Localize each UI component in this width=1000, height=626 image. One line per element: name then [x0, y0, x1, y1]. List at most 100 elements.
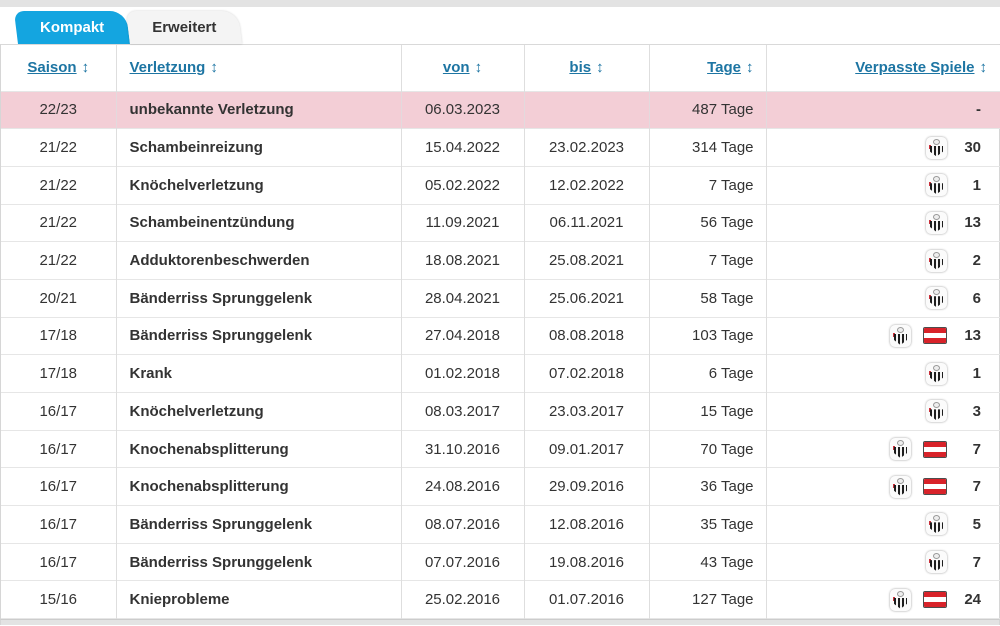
tab-kompakt[interactable]: Kompakt: [13, 11, 131, 44]
sort-icon: ↕: [474, 59, 483, 77]
austria-flag-icon: [923, 478, 947, 496]
sort-verletzung-link[interactable]: Verletzung ↕: [129, 59, 218, 77]
sort-icon: ↕: [596, 59, 604, 77]
injury-cell: Schambeinentzündung: [115, 204, 401, 242]
table-row: 22/23 unbekannte Verletzung 06.03.2023 487 …: [1, 91, 1000, 129]
table-header-row: Saison ↕ Verletzung ↕ von ↕ bis ↕ Tage ↕ Verp…: [1, 45, 1000, 91]
table-row: 16/17 Knochenabsplitterung 31.10.2016 09.01…: [1, 430, 1000, 468]
missed-games-count: 30: [964, 139, 981, 157]
from-date-cell: 07.07.2016: [400, 543, 524, 581]
days-cell: 314 Tage: [648, 128, 766, 167]
sort-saison-link[interactable]: Saison ↕: [27, 59, 90, 77]
days-cell: 103 Tage: [648, 317, 766, 355]
club-crest-icon: [926, 513, 947, 536]
injury-cell: Bänderriss Sprunggelenk: [115, 543, 401, 581]
days-cell: 43 Tage: [648, 543, 766, 581]
season-cell: 16/17: [39, 515, 78, 533]
missed-games-count: 2: [972, 252, 981, 270]
table-row: 20/21 Bänderriss Sprunggelenk 28.04.2021 25…: [1, 279, 1000, 318]
tab-erweitert-label: Erweitert: [152, 19, 217, 36]
missed-games-cell: 5: [765, 505, 1000, 544]
missed-games-count: 1: [972, 176, 981, 194]
to-date-cell: 01.07.2016: [523, 580, 649, 619]
missed-games-count: 5: [972, 515, 981, 533]
from-date-cell: 18.08.2021: [400, 241, 524, 280]
missed-games-count: 24: [964, 591, 981, 609]
missed-games-cell: 7: [765, 430, 1000, 468]
injury-cell: Schambeinreizung: [115, 128, 401, 167]
table-row: 21/22 Knöchelverletzung 05.02.2022 12.02.20…: [1, 166, 1000, 205]
days-cell: 36 Tage: [648, 467, 766, 506]
to-date-cell: 08.08.2018: [523, 317, 649, 355]
injury-cell: Knochenabsplitterung: [115, 467, 401, 506]
missed-games-count: 3: [972, 402, 981, 420]
from-date-cell: 25.02.2016: [400, 580, 524, 619]
sort-verpasste-spiele-link[interactable]: Verpasste Spiele ↕: [855, 59, 988, 77]
sort-tage-link[interactable]: Tage ↕: [707, 59, 754, 77]
table-row: 21/22 Adduktorenbeschwerden 18.08.2021 25.0…: [1, 241, 1000, 280]
season-cell: 22/23: [39, 101, 78, 119]
from-date-cell: 05.02.2022: [400, 166, 524, 205]
to-date-cell: 06.11.2021: [523, 204, 649, 242]
table-row: 17/18 Bänderriss Sprunggelenk 27.04.2018 08…: [1, 317, 1000, 355]
season-cell: 15/16: [39, 591, 78, 609]
sort-bis-link[interactable]: bis ↕: [569, 59, 604, 77]
club-crest-icon: [926, 287, 947, 310]
from-date-cell: 06.03.2023: [400, 91, 524, 129]
missed-games-count: -: [976, 101, 981, 119]
to-date-cell: 12.02.2022: [523, 166, 649, 205]
from-date-cell: 24.08.2016: [400, 467, 524, 506]
club-crest-icon: [926, 136, 947, 159]
missed-games-cell: 7: [765, 543, 1000, 581]
sort-icon: ↕: [979, 59, 988, 77]
injury-table: Saison ↕ Verletzung ↕ von ↕ bis ↕ Tage ↕ Verp…: [1, 45, 1000, 619]
footer-strip: [0, 619, 1000, 626]
days-cell: 6 Tage: [648, 354, 766, 393]
missed-games-count: 7: [972, 553, 981, 571]
view-tabs: Kompakt Erweitert: [0, 7, 1000, 44]
season-cell: 21/22: [39, 176, 78, 194]
injury-cell: Knöchelverletzung: [115, 166, 401, 205]
club-crest-icon: [926, 211, 947, 234]
table-row: 16/17 Knochenabsplitterung 24.08.2016 29.09…: [1, 467, 1000, 506]
from-date-cell: 11.09.2021: [400, 204, 524, 242]
sort-von-link[interactable]: von ↕: [442, 59, 483, 77]
season-cell: 16/17: [39, 553, 78, 571]
days-cell: 15 Tage: [648, 392, 766, 431]
tab-erweitert[interactable]: Erweitert: [126, 11, 243, 44]
injury-cell: Adduktorenbeschwerden: [115, 241, 401, 280]
club-crest-icon: [890, 475, 911, 498]
injury-cell: Knieprobleme: [115, 580, 401, 619]
table-row: 15/16 Knieprobleme 25.02.2016 01.07.2016 127…: [1, 580, 1000, 619]
from-date-cell: 28.04.2021: [400, 279, 524, 318]
missed-games-cell: 13: [765, 317, 1000, 355]
missed-games-cell: 1: [765, 354, 1000, 393]
from-date-cell: 01.02.2018: [400, 354, 524, 393]
season-cell: 20/21: [39, 289, 78, 307]
to-date-cell: 12.08.2016: [523, 505, 649, 544]
from-date-cell: 08.07.2016: [400, 505, 524, 544]
missed-games-cell: 30: [765, 128, 1000, 167]
injury-cell: unbekannte Verletzung: [115, 91, 401, 129]
injury-table-container: Saison ↕ Verletzung ↕ von ↕ bis ↕ Tage ↕ Verp…: [0, 44, 1000, 620]
club-crest-icon: [890, 588, 911, 611]
missed-games-cell: 2: [765, 241, 1000, 280]
missed-games-cell: 13: [765, 204, 1000, 242]
from-date-cell: 08.03.2017: [400, 392, 524, 431]
table-row: 16/17 Knöchelverletzung 08.03.2017 23.03.20…: [1, 392, 1000, 431]
season-cell: 17/18: [39, 327, 78, 345]
days-cell: 127 Tage: [648, 580, 766, 619]
club-crest-icon: [890, 324, 911, 347]
club-crest-icon: [926, 551, 947, 574]
days-cell: 487 Tage: [648, 91, 766, 129]
injury-cell: Bänderriss Sprunggelenk: [115, 317, 401, 355]
season-cell: 21/22: [39, 214, 78, 232]
to-date-cell: [523, 91, 649, 129]
to-date-cell: 09.01.2017: [523, 430, 649, 468]
table-row: 16/17 Bänderriss Sprunggelenk 08.07.2016 12…: [1, 505, 1000, 544]
days-cell: 7 Tage: [648, 166, 766, 205]
from-date-cell: 15.04.2022: [400, 128, 524, 167]
days-cell: 56 Tage: [648, 204, 766, 242]
missed-games-cell: 24: [765, 580, 1000, 619]
tab-kompakt-label: Kompakt: [40, 19, 105, 36]
